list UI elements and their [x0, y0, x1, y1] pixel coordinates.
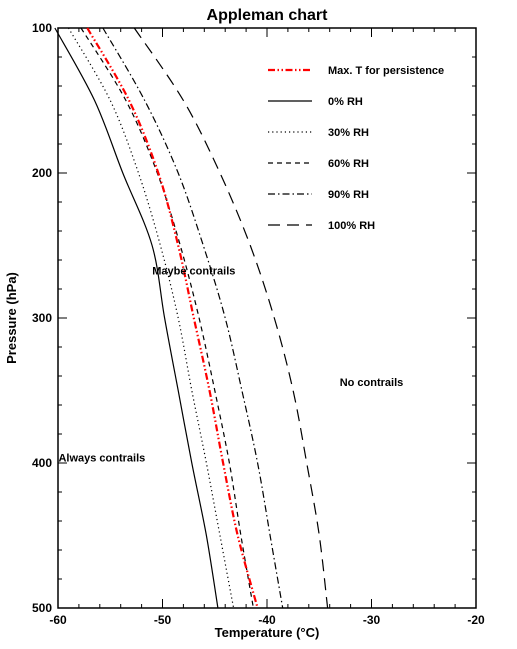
x-tick-label: -20	[467, 613, 485, 627]
annotation-maybe-contrails: Maybe contrails	[152, 266, 235, 278]
annotation-always-contrails: Always contrails	[58, 453, 145, 465]
curve-100pct-rh	[133, 27, 329, 609]
legend-label-60pct-rh: 60% RH	[328, 158, 369, 170]
axis-ticks: -60 -50 -40 -30 -20 100 200 300 400 500	[32, 21, 485, 627]
x-tick-label: -40	[258, 613, 276, 627]
curve-60pct-rh	[80, 27, 254, 609]
legend: Max. T for persistence 0% RH 30% RH 60% RH 9…	[268, 65, 444, 232]
curve-0pct-rh	[54, 27, 219, 609]
legend-label-30pct-rh: 30% RH	[328, 127, 369, 139]
x-axis-title: Temperature (°C)	[215, 625, 320, 640]
legend-label-90pct-rh: 90% RH	[328, 189, 369, 201]
y-tick-label: 100	[32, 21, 52, 35]
y-axis-title: Pressure (hPa)	[4, 272, 19, 364]
legend-label-0pct-rh: 0% RH	[328, 96, 363, 108]
legend-label-max-t-for-persistence: Max. T for persistence	[328, 65, 444, 77]
x-tick-label: -60	[49, 613, 67, 627]
curve-max-t-for-persistence	[86, 27, 259, 609]
chart-title: Appleman chart	[207, 7, 329, 24]
curve-30pct-rh	[67, 27, 235, 609]
y-tick-label: 300	[32, 311, 52, 325]
plot-frame	[57, 27, 477, 609]
annotation-no-contrails: No contrails	[340, 377, 404, 389]
y-tick-label: 400	[32, 456, 52, 470]
x-tick-label: -50	[154, 613, 172, 627]
y-tick-label: 500	[32, 601, 52, 615]
y-tick-label: 200	[32, 166, 52, 180]
x-tick-label: -30	[363, 613, 381, 627]
annotations: Maybe contrails No contrails Always contra…	[58, 266, 403, 465]
legend-label-100pct-rh: 100% RH	[328, 220, 375, 232]
curves	[54, 27, 329, 609]
